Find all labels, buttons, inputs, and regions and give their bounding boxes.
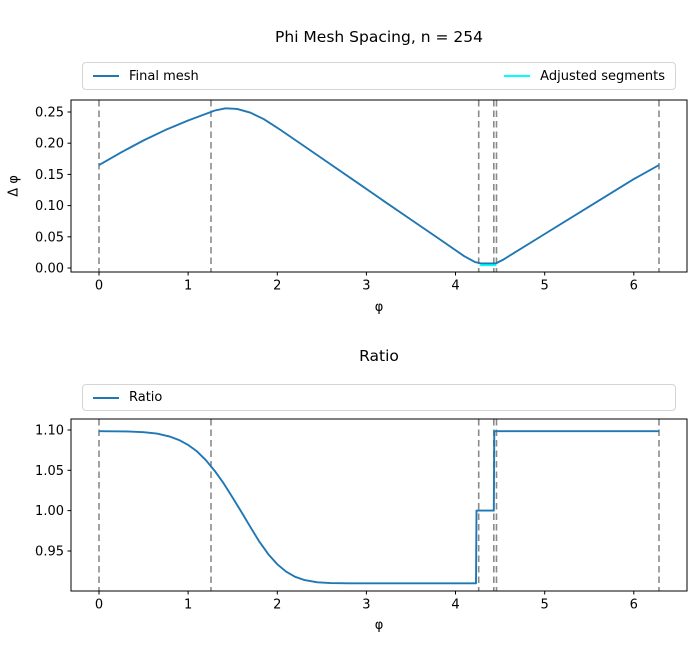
top-plot-xlabel: φ (374, 300, 384, 315)
bottom-plot-xlabel: φ (374, 618, 384, 633)
legend-entry-ratio: Ratio (93, 390, 162, 405)
svg-text:0.15: 0.15 (35, 168, 64, 183)
svg-text:3: 3 (362, 279, 370, 294)
svg-text:2: 2 (273, 598, 281, 613)
ratio-line-swatch (93, 396, 119, 399)
svg-text:0: 0 (95, 598, 103, 613)
legend-entry-adjusted-segments: Adjusted segments (504, 69, 665, 84)
svg-text:1: 1 (184, 598, 192, 613)
svg-text:4: 4 (451, 279, 459, 294)
svg-text:1.10: 1.10 (35, 424, 64, 439)
svg-text:6: 6 (630, 279, 638, 294)
legend-label-ratio: Ratio (129, 390, 163, 405)
svg-text:0.00: 0.00 (35, 262, 64, 277)
final-mesh-line-swatch (93, 75, 119, 77)
svg-text:0.05: 0.05 (35, 230, 64, 245)
svg-text:1: 1 (184, 279, 192, 294)
top-plot-title: Phi Mesh Spacing, n = 254 (275, 28, 483, 46)
svg-text:5: 5 (541, 279, 549, 294)
bottom-plot-title: Ratio (359, 347, 399, 365)
svg-text:1.00: 1.00 (35, 504, 64, 519)
svg-text:1.05: 1.05 (35, 464, 64, 479)
svg-text:4: 4 (451, 598, 459, 613)
svg-text:0.95: 0.95 (35, 545, 64, 560)
adjusted-segments-line-swatch (504, 75, 531, 77)
legend-label-final-mesh: Final mesh (129, 68, 199, 84)
legend-entry-final-mesh: Final mesh (93, 69, 199, 84)
legend-label-adjusted-segments: Adjusted segments (540, 68, 665, 84)
svg-text:0.20: 0.20 (35, 137, 64, 152)
bottom-plot-legend: Ratio (82, 384, 676, 411)
svg-text:6: 6 (630, 598, 638, 613)
svg-text:2: 2 (273, 279, 281, 294)
svg-text:0.25: 0.25 (35, 106, 64, 121)
svg-text:5: 5 (541, 598, 549, 613)
svg-text:0: 0 (95, 279, 103, 294)
svg-text:0.10: 0.10 (35, 199, 64, 214)
top-plot-legend: Final mesh Adjusted segments (82, 62, 676, 90)
svg-text:3: 3 (362, 598, 370, 613)
